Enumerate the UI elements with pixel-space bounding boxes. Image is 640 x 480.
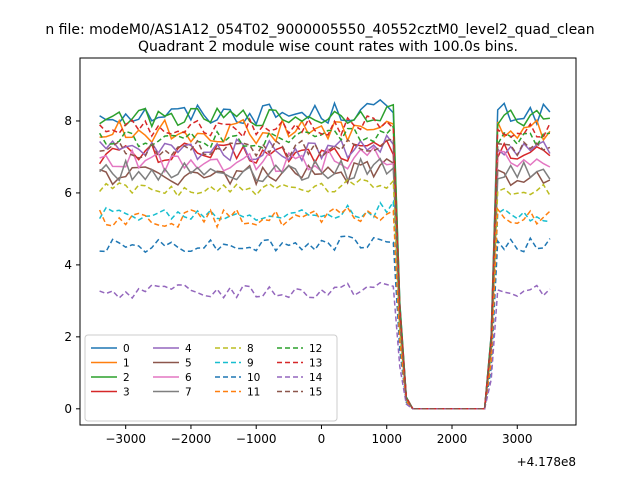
legend-label: 2 xyxy=(123,372,130,384)
legend-label: 11 xyxy=(247,387,260,399)
legend-label: 0 xyxy=(123,343,130,355)
y-tick-label: 6 xyxy=(64,186,72,200)
x-tick-label: −1000 xyxy=(236,432,277,446)
legend-label: 13 xyxy=(309,358,322,370)
y-tick-label: 8 xyxy=(64,114,72,128)
series-line-14 xyxy=(99,281,551,410)
y-tick-label: 2 xyxy=(64,330,72,344)
chart-title: Quadrant 2 module wise count rates with … xyxy=(138,39,518,55)
legend-label: 9 xyxy=(247,358,254,370)
x-axis: −3000 −2000 −1000 0 1000 2000 3000 xyxy=(105,425,533,446)
x-tick-label: −3000 xyxy=(105,432,146,446)
x-offset-label: +4.178e8 xyxy=(517,455,576,469)
figure-suptitle: n file: modeM0/AS1A12_054T02_9000005550_… xyxy=(45,22,594,38)
legend-label: 7 xyxy=(185,387,192,399)
legend-label: 15 xyxy=(309,387,322,399)
y-tick-label: 0 xyxy=(64,402,72,416)
y-tick-label: 4 xyxy=(64,258,72,272)
legend-label: 10 xyxy=(247,372,260,384)
legend-label: 6 xyxy=(185,372,192,384)
series-line-15 xyxy=(99,137,551,410)
series-line-9 xyxy=(98,199,550,410)
legend-label: 4 xyxy=(185,343,192,355)
axes-frame xyxy=(79,57,577,426)
legend-label: 14 xyxy=(309,372,323,384)
legend-label: 3 xyxy=(123,387,130,399)
series-lines xyxy=(98,98,551,410)
x-tick-label: 1000 xyxy=(371,432,402,446)
y-axis: 0 2 4 6 8 xyxy=(64,114,80,416)
legend-label: 1 xyxy=(123,358,130,370)
legend-label: 8 xyxy=(247,343,254,355)
legend-label: 5 xyxy=(185,358,192,370)
x-tick-label: 0 xyxy=(318,432,326,446)
series-line-11 xyxy=(98,206,551,410)
x-tick-label: 3000 xyxy=(502,432,533,446)
legend-label: 12 xyxy=(309,343,322,355)
x-tick-label: −2000 xyxy=(171,432,212,446)
x-tick-label: 2000 xyxy=(437,432,468,446)
legend-box xyxy=(84,334,338,422)
series-line-13 xyxy=(99,115,551,410)
